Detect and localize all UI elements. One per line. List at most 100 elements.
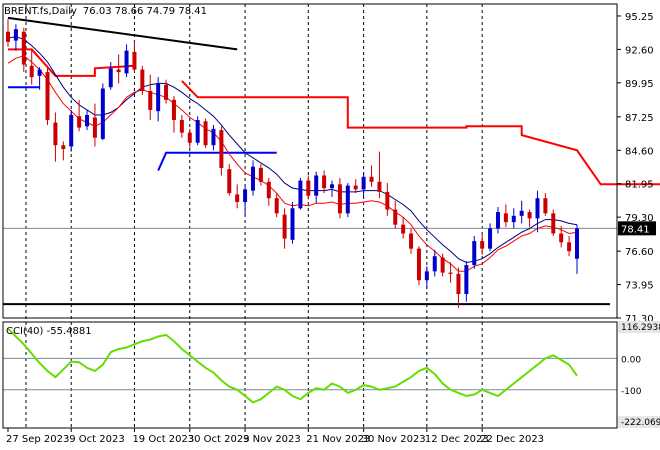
candle-body	[488, 228, 493, 249]
resistance-trendline	[7, 16, 238, 51]
cci-tick-label: 116.2938	[621, 323, 660, 333]
candle-body	[527, 212, 532, 219]
cci-edge-badge	[618, 321, 660, 333]
candle-body	[519, 210, 524, 216]
candle-body	[385, 191, 390, 210]
current-price-badge	[618, 221, 656, 236]
date-tick-label: 9 Nov 2023	[243, 434, 301, 445]
candle-body	[432, 256, 437, 272]
price-tick-label: 87.25	[625, 113, 654, 124]
candle-body	[567, 242, 572, 252]
cci-line	[7, 327, 578, 404]
candle-body	[575, 228, 579, 259]
price-tick-label: 84.60	[625, 146, 654, 157]
gridlines	[25, 4, 483, 428]
candle-body	[21, 31, 26, 65]
candle-body	[353, 185, 358, 190]
candle-body	[393, 209, 398, 225]
candle-body	[424, 271, 429, 281]
candle-body	[551, 213, 556, 234]
candle-body	[495, 212, 500, 229]
price-tick-label: 81.95	[625, 180, 654, 191]
candle-body	[69, 114, 74, 147]
date-tick-label: 9 Oct 2023	[69, 434, 124, 445]
candle-body	[179, 120, 184, 133]
price-tick-label: 76.60	[625, 247, 654, 258]
candle-body	[369, 176, 374, 182]
price-tick-label: 73.95	[625, 281, 654, 292]
stop-lines	[8, 48, 660, 186]
cci-tick-label: 0.00	[621, 355, 641, 365]
candle-body	[53, 122, 58, 146]
candle-body	[448, 272, 453, 274]
candle-body	[511, 215, 516, 223]
candle-body	[211, 128, 216, 146]
candle-body	[480, 241, 485, 249]
candle-body	[377, 181, 382, 192]
candle-body	[361, 176, 366, 190]
candle-body	[235, 194, 240, 202]
trendline-layer	[3, 16, 617, 306]
candle-body	[409, 233, 414, 249]
price-tick-label: 95.25	[625, 12, 654, 23]
candle-body	[250, 166, 255, 191]
candle-body	[156, 83, 161, 112]
candle-body	[274, 198, 279, 214]
candle-body	[416, 248, 421, 281]
price-tick-label: 92.60	[625, 45, 654, 56]
candle-body	[227, 169, 232, 194]
candle-body	[535, 198, 540, 219]
candle-body	[187, 132, 192, 143]
candle-body	[100, 88, 105, 139]
cci-panel: CCI(40) -55.4881	[3, 326, 617, 404]
candle-body	[195, 120, 200, 143]
candle-body	[306, 180, 311, 196]
candle-body	[164, 84, 169, 100]
candle-body	[243, 189, 248, 202]
price-tick-label: 89.95	[625, 79, 654, 90]
candle-body	[543, 198, 548, 214]
candle-body	[282, 214, 287, 239]
candle-body	[456, 273, 461, 295]
candle-body	[298, 180, 303, 209]
candle-body	[464, 265, 469, 295]
stop-line-red	[8, 48, 135, 77]
candle-body	[345, 185, 350, 214]
price-tick-label: 79.30	[625, 213, 654, 224]
candle-body	[45, 72, 50, 121]
candle-body	[472, 241, 477, 266]
cci-tick-label: -222.069	[621, 418, 660, 428]
date-tick-label: 30 Nov 2023	[362, 434, 426, 445]
stop-line-red	[181, 80, 660, 186]
candle-body	[124, 50, 129, 74]
candle-body	[92, 117, 97, 138]
candle-body	[219, 130, 224, 168]
candle-body	[290, 208, 295, 240]
candle-body	[108, 68, 113, 88]
date-tick-label: 30 Oct 2023	[188, 434, 250, 445]
price-panel-frame	[2, 3, 618, 319]
candle-body	[13, 29, 18, 41]
candle-body	[266, 181, 271, 199]
candle-body	[37, 69, 42, 76]
candle-body	[503, 213, 508, 223]
candle-body	[140, 69, 145, 92]
candle-body	[77, 116, 82, 128]
candle-body	[132, 51, 137, 70]
cci-tick-label: -100	[621, 387, 642, 397]
candle-body	[6, 31, 10, 42]
current-price-label: 78.41	[621, 224, 650, 235]
candle-body	[337, 184, 342, 214]
candle-body	[330, 184, 335, 189]
date-tick-label: 19 Oct 2023	[132, 434, 194, 445]
stop-line-blue	[157, 151, 277, 171]
candle-body	[85, 114, 90, 127]
candle-body	[440, 257, 445, 273]
candle-body	[61, 145, 66, 150]
cci-panel-frame	[2, 321, 618, 429]
axes: 95.25 92.60 89.95 87.25 84.60 81.95 79.30 76.60…	[2, 3, 660, 445]
date-tick-label: 22 Dec 2023	[480, 434, 544, 445]
price-tick-label: 71.30	[625, 314, 654, 325]
candle-body	[258, 167, 263, 182]
